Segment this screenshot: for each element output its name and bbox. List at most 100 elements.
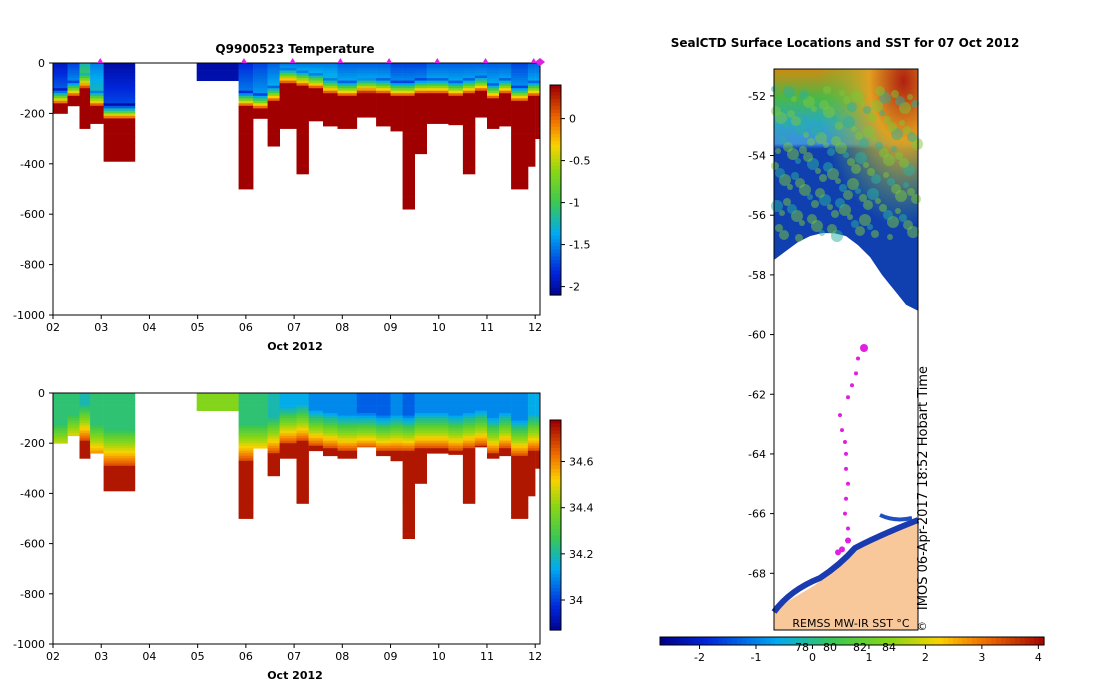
profile-cell	[103, 453, 136, 457]
profile-cell	[499, 428, 512, 432]
profile-cell	[376, 98, 391, 102]
profile-cell	[511, 113, 529, 117]
profile-cell	[376, 440, 391, 444]
profile-cell	[414, 468, 427, 472]
profile-cell	[474, 98, 488, 102]
profile-cell	[53, 420, 68, 424]
profile-cell	[390, 435, 403, 439]
colorbar-swatch	[550, 246, 561, 251]
profile-cell	[296, 478, 309, 482]
profile-cell	[462, 80, 476, 84]
profile-cell	[267, 121, 280, 124]
profile-cell	[448, 85, 464, 89]
salinity-y-axis: 0-200-400-600-800-1000	[13, 387, 53, 651]
colorbar-swatch	[550, 486, 561, 491]
profile-cell	[462, 420, 476, 424]
sst-colorbar-swatch	[660, 637, 666, 645]
sst-texture	[815, 112, 823, 120]
profile-cell	[462, 118, 476, 122]
profile-cell	[279, 103, 297, 107]
profile-cell	[253, 423, 268, 427]
profile-cell	[511, 410, 529, 414]
profile-cell	[337, 88, 358, 92]
profile-cell	[462, 458, 476, 462]
profile-cell	[253, 68, 268, 71]
profile-cell	[390, 103, 403, 107]
profile-cell	[426, 65, 449, 69]
profile-cell	[527, 161, 536, 165]
profile-cell	[414, 465, 427, 469]
profile-cell	[390, 448, 403, 452]
lat-tick-label: -52	[748, 90, 766, 103]
sst-texture	[859, 100, 865, 106]
colorbar-swatch	[550, 563, 561, 568]
profile-cell	[253, 418, 268, 422]
profile-cell	[474, 410, 488, 414]
profile-cell	[337, 435, 358, 439]
profile-cell	[487, 126, 500, 129]
colorbar-swatch	[550, 183, 561, 188]
profile-cell	[474, 430, 488, 434]
profile-cell	[511, 485, 529, 489]
colorbar-swatch	[550, 277, 561, 282]
profile-cell	[296, 128, 309, 132]
profile-cell	[414, 90, 427, 94]
profile-cell	[487, 445, 500, 449]
colorbar-swatch	[550, 190, 561, 195]
profile-cell	[462, 433, 476, 437]
profile-cell	[238, 173, 254, 177]
profile-cell	[103, 75, 136, 79]
sst-texture	[807, 214, 817, 224]
profile-cell	[426, 68, 449, 71]
profile-cell	[474, 78, 488, 82]
profile-cell	[238, 505, 254, 509]
colorbar-swatch	[550, 148, 561, 153]
sst-colorbar-swatch	[948, 637, 954, 645]
profile-cell	[267, 65, 280, 69]
profile-cell	[511, 110, 529, 114]
profile-cell	[402, 430, 415, 434]
profile-cell	[527, 465, 536, 469]
profile-cell	[402, 136, 415, 140]
x-tick-label: 09	[384, 321, 398, 334]
profile-cell	[511, 445, 529, 449]
profile-cell	[238, 425, 254, 429]
profile-cell	[337, 455, 358, 459]
profile-cell	[462, 493, 476, 497]
profile-cell	[67, 420, 80, 424]
profile-cell	[279, 65, 297, 69]
profile-cell	[253, 78, 268, 82]
profile-cell	[402, 110, 415, 114]
profile-cell	[474, 445, 488, 448]
sst-colorbar-swatch	[727, 637, 733, 645]
profile-cell	[527, 136, 536, 140]
profile-cell	[279, 433, 297, 437]
profile-cell	[103, 478, 136, 482]
profile-cell	[448, 418, 464, 422]
profile-cell	[462, 398, 476, 401]
lat-tick-label: -58	[748, 269, 766, 282]
profile-cell	[267, 93, 280, 97]
profile-cell	[279, 78, 297, 82]
profile-cell	[90, 73, 104, 77]
profile-cell	[337, 405, 358, 409]
colorbar-swatch	[550, 155, 561, 160]
salinity-panel: 0-200-400-600-800-1000 02 03 04 05 06 07 08 09 1…	[13, 387, 593, 682]
profile-cell	[402, 468, 415, 472]
profile-cell	[238, 438, 254, 442]
profile-cell	[103, 126, 136, 129]
profile-cell	[462, 435, 476, 439]
sst-colorbar-swatch	[837, 637, 843, 645]
colorbar-swatch	[550, 497, 561, 502]
profile-cell	[53, 105, 68, 109]
sst-texture	[859, 194, 867, 202]
sst-texture	[775, 224, 783, 232]
surface-marker	[337, 58, 344, 63]
seal-position-point	[845, 537, 851, 544]
profile-cell	[448, 90, 464, 94]
profile-cell	[426, 420, 449, 424]
profile-cell	[79, 410, 91, 414]
profile-cell	[376, 78, 391, 82]
profile-cell	[253, 393, 268, 396]
profile-cell	[238, 405, 254, 409]
